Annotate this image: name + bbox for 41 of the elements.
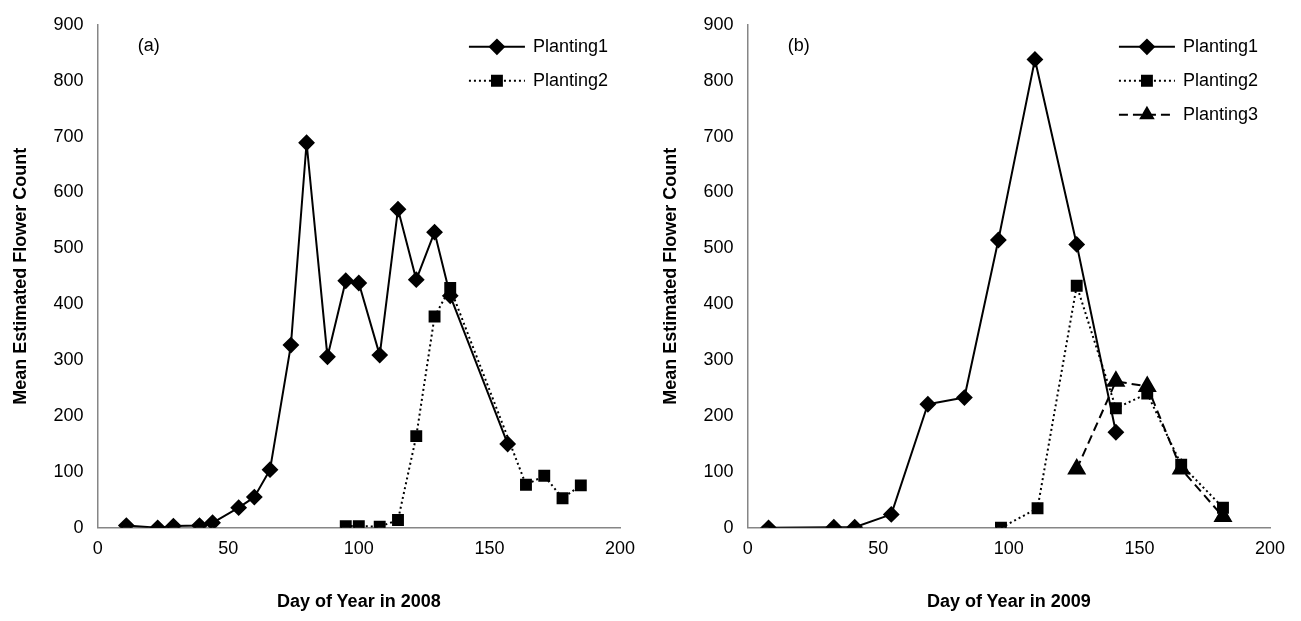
x-tick-label: 100 bbox=[993, 537, 1024, 558]
y-tick-label: 200 bbox=[53, 404, 84, 425]
x-tick-label: 200 bbox=[604, 537, 636, 558]
y-tick-label: 400 bbox=[703, 293, 734, 314]
legend-label: Planting2 bbox=[532, 69, 608, 90]
y-tick-label: 0 bbox=[73, 516, 84, 537]
y-tick-label: 100 bbox=[53, 460, 84, 481]
y-tick-label: 400 bbox=[53, 293, 84, 314]
x-axis-title: Day of Year in 2009 bbox=[926, 591, 1091, 612]
y-tick-label: 300 bbox=[53, 349, 84, 370]
x-tick-label: 0 bbox=[92, 537, 103, 558]
annotation: (b) bbox=[787, 34, 810, 55]
x-tick-label: 150 bbox=[474, 537, 505, 558]
y-tick-label: 800 bbox=[703, 69, 734, 90]
y-tick-label: 100 bbox=[703, 460, 734, 481]
legend-label: Planting1 bbox=[532, 35, 608, 56]
annotation: (a) bbox=[137, 34, 160, 55]
x-tick-label: 100 bbox=[343, 537, 374, 558]
x-tick-label: 0 bbox=[742, 537, 753, 558]
y-tick-label: 500 bbox=[703, 237, 734, 258]
legend-label: Planting1 bbox=[1182, 35, 1258, 56]
x-tick-label: 50 bbox=[868, 537, 889, 558]
y-tick-label: 900 bbox=[703, 13, 734, 34]
y-axis-title: Mean Estimated Flower Count bbox=[659, 147, 680, 405]
y-tick-label: 500 bbox=[53, 237, 84, 258]
y-tick-label: 600 bbox=[53, 181, 84, 202]
y-tick-label: 300 bbox=[703, 349, 734, 370]
y-tick-label: 700 bbox=[703, 125, 734, 146]
y-tick-label: 0 bbox=[723, 516, 734, 537]
x-tick-label: 50 bbox=[218, 537, 239, 558]
y-axis-title: Mean Estimated Flower Count bbox=[9, 147, 30, 405]
y-tick-label: 700 bbox=[53, 125, 84, 146]
x-axis-title: Day of Year in 2008 bbox=[276, 591, 441, 612]
legend-label: Planting2 bbox=[1182, 69, 1258, 90]
x-tick-label: 150 bbox=[1124, 537, 1155, 558]
y-tick-label: 800 bbox=[53, 69, 84, 90]
y-tick-label: 900 bbox=[53, 13, 84, 34]
y-tick-label: 200 bbox=[703, 404, 734, 425]
y-tick-label: 600 bbox=[703, 181, 734, 202]
legend-label: Planting3 bbox=[1182, 103, 1258, 124]
x-tick-label: 200 bbox=[1254, 537, 1286, 558]
